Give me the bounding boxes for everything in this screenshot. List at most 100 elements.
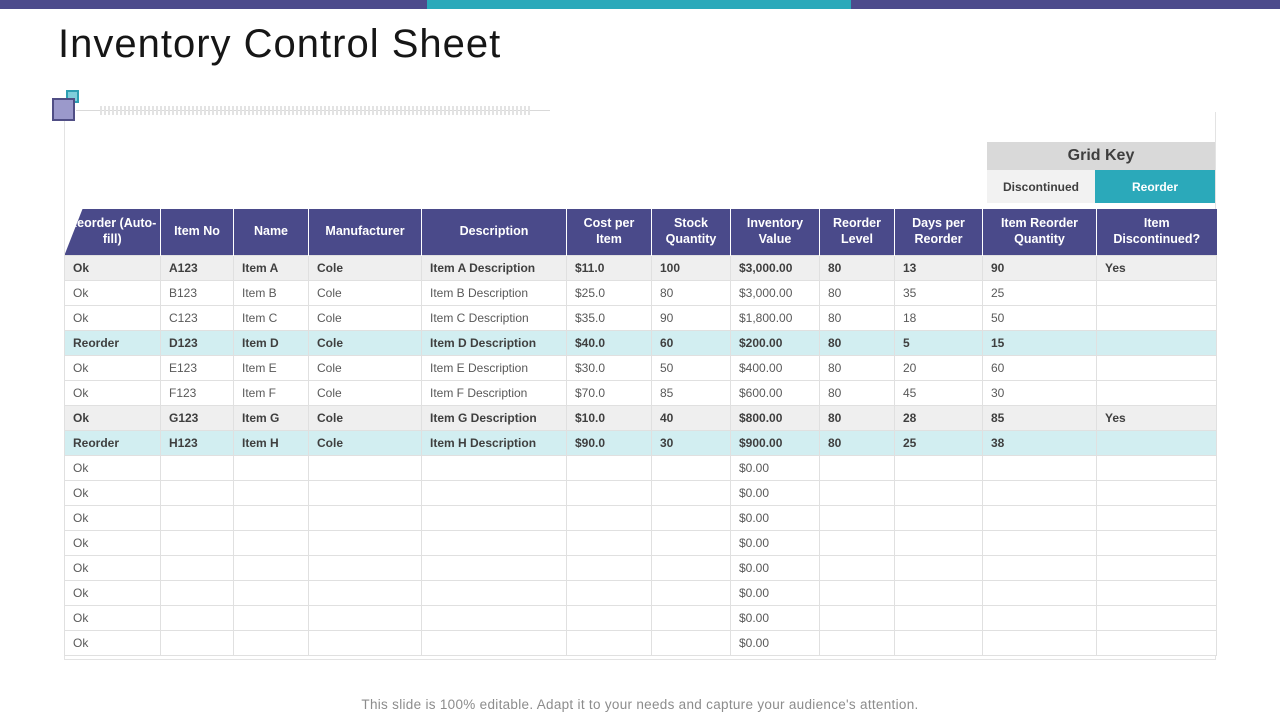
table-cell: Ok (64, 454, 161, 481)
table-cell (894, 554, 983, 581)
table-cell (421, 629, 567, 656)
table-cell: 80 (651, 279, 731, 306)
table-cell (421, 554, 567, 581)
table-cell (233, 579, 309, 606)
table-cell (1096, 354, 1217, 381)
table-cell: Ok (64, 279, 161, 306)
table-cell: $400.00 (730, 354, 820, 381)
table-cell: Ok (64, 354, 161, 381)
table-cell (1096, 554, 1217, 581)
table-cell (160, 554, 234, 581)
inventory-table: Reorder (Auto-fill) Item No Name Manufactur… (64, 209, 1217, 656)
table-cell (233, 604, 309, 631)
table-cell: E123 (160, 354, 234, 381)
table-cell: Item C Description (421, 304, 567, 331)
table-cell: $0.00 (730, 629, 820, 656)
table-cell (982, 479, 1097, 506)
table-cell: 28 (894, 404, 983, 431)
table-cell: 30 (651, 429, 731, 456)
table-row: Reorder D123 Item D Cole Item D Description $… (64, 329, 1217, 356)
table-cell: 80 (819, 279, 895, 306)
table-cell: Item H (233, 429, 309, 456)
table-cell (1096, 454, 1217, 481)
column-header: Stock Quantity (651, 209, 731, 255)
table-cell (982, 529, 1097, 556)
table-cell (651, 604, 731, 631)
table-cell: 60 (982, 354, 1097, 381)
table-cell: Item B (233, 279, 309, 306)
table-cell (651, 454, 731, 481)
table-cell: Cole (308, 279, 422, 306)
table-cell (308, 504, 422, 531)
table-cell: G123 (160, 404, 234, 431)
table-cell: 35 (894, 279, 983, 306)
grid-key-reorder: Reorder (1095, 170, 1215, 203)
column-header: Description (421, 209, 567, 255)
table-cell: 38 (982, 429, 1097, 456)
table-row: Ok G123 Item G Cole Item G Description $10.0 4… (64, 404, 1217, 431)
table-cell (982, 504, 1097, 531)
table-cell: $0.00 (730, 529, 820, 556)
table-cell: $0.00 (730, 579, 820, 606)
table-cell (982, 579, 1097, 606)
table-cell: Ok (64, 604, 161, 631)
table-cell (982, 554, 1097, 581)
table-cell (566, 629, 652, 656)
table-cell (566, 554, 652, 581)
table-cell (308, 629, 422, 656)
table-cell (566, 479, 652, 506)
table-cell: Cole (308, 354, 422, 381)
table-cell: 25 (894, 429, 983, 456)
table-row: Ok $0.00 (64, 504, 1217, 531)
table-cell (982, 629, 1097, 656)
table-cell: Cole (308, 329, 422, 356)
table-cell (651, 579, 731, 606)
table-row: Ok $0.00 (64, 554, 1217, 581)
table-cell (894, 629, 983, 656)
table-cell (894, 479, 983, 506)
table-row: Ok $0.00 (64, 629, 1217, 656)
table-body: Ok A123 Item A Cole Item A Description $11.0 1… (64, 254, 1217, 656)
table-cell: 50 (982, 304, 1097, 331)
grid-key-legend: Grid Key Discontinued Reorder (987, 142, 1215, 203)
table-cell (1096, 579, 1217, 606)
table-cell: 60 (651, 329, 731, 356)
table-cell: $900.00 (730, 429, 820, 456)
table-cell: C123 (160, 304, 234, 331)
table-cell: Cole (308, 379, 422, 406)
table-cell: D123 (160, 329, 234, 356)
table-cell: Cole (308, 404, 422, 431)
table-cell: 18 (894, 304, 983, 331)
column-header: Name (233, 209, 309, 255)
table-cell (308, 604, 422, 631)
table-cell (233, 529, 309, 556)
table-cell (233, 504, 309, 531)
table-cell: Item B Description (421, 279, 567, 306)
grid-key-title: Grid Key (987, 142, 1215, 170)
table-cell (651, 504, 731, 531)
table-cell: Reorder (64, 429, 161, 456)
table-cell (160, 479, 234, 506)
grid-key-discontinued: Discontinued (987, 170, 1095, 203)
column-header: Item Reorder Quantity (982, 209, 1097, 255)
table-cell: 20 (894, 354, 983, 381)
table-cell (421, 579, 567, 606)
column-header: Inventory Value (730, 209, 820, 255)
table-cell (819, 454, 895, 481)
table-cell (160, 629, 234, 656)
table-cell (1096, 329, 1217, 356)
table-cell: 100 (651, 254, 731, 281)
table-cell (566, 504, 652, 531)
table-cell (233, 454, 309, 481)
table-cell (1096, 429, 1217, 456)
table-cell: B123 (160, 279, 234, 306)
table-cell (566, 529, 652, 556)
table-cell: 30 (982, 379, 1097, 406)
table-cell (233, 554, 309, 581)
table-cell: 80 (819, 404, 895, 431)
table-cell: Item G Description (421, 404, 567, 431)
table-cell: $3,000.00 (730, 279, 820, 306)
table-row: Ok $0.00 (64, 604, 1217, 631)
table-row: Ok $0.00 (64, 529, 1217, 556)
table-cell (566, 604, 652, 631)
